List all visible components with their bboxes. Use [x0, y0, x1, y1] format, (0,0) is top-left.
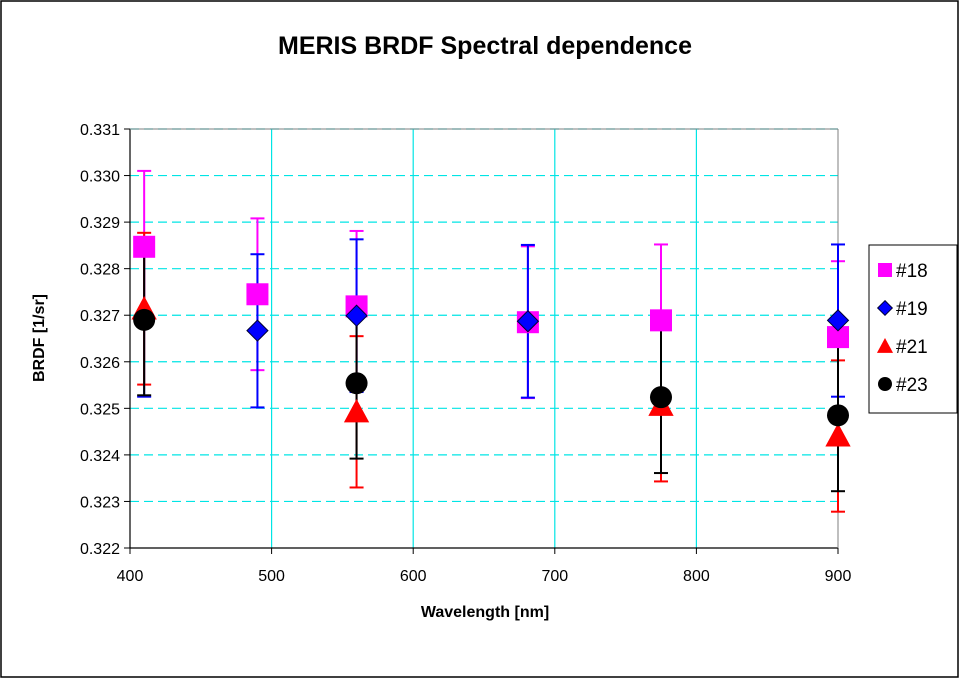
- x-axis-label: Wavelength [nm]: [421, 604, 549, 621]
- plot-background: [130, 129, 838, 548]
- y-tick-label: 0.324: [80, 448, 120, 465]
- legend-label: #19: [896, 299, 928, 320]
- data-point: [827, 326, 849, 349]
- y-tick-label: 0.323: [80, 494, 120, 511]
- y-axis-ticks: 0.322 0.323 0.324 0.325 0.326 0.327 0.328 0.329…: [80, 122, 130, 558]
- data-point: [345, 372, 368, 395]
- plot-area: [129, 128, 851, 549]
- data-point: [516, 310, 540, 333]
- y-axis-label: BRDF [1/sr]: [31, 294, 48, 382]
- series-3-points: [133, 308, 849, 427]
- x-tick-label: 500: [258, 568, 285, 585]
- x-tick-label: 400: [117, 568, 144, 585]
- data-point: [825, 423, 851, 447]
- legend-label: #18: [896, 261, 928, 282]
- x-tick-label: 900: [825, 568, 852, 585]
- y-tick-label: 0.326: [80, 355, 120, 372]
- legend-marker: [876, 337, 894, 353]
- y-tick-label: 0.325: [80, 401, 120, 418]
- y-tick-label: 0.322: [80, 541, 120, 558]
- data-point: [133, 235, 156, 258]
- y-tick-label: 0.330: [80, 169, 120, 186]
- data-point: [246, 283, 269, 306]
- y-tick-label: 0.327: [80, 308, 120, 325]
- data-point: [343, 398, 370, 423]
- legend-label: #21: [896, 337, 928, 358]
- legend-marker: [878, 377, 892, 391]
- x-tick-label: 700: [541, 568, 568, 585]
- y-tick-label: 0.329: [80, 215, 120, 232]
- data-point: [650, 386, 672, 409]
- y-tick-label: 0.331: [80, 122, 120, 139]
- x-tick-label: 800: [683, 568, 710, 585]
- x-tick-label: 600: [400, 568, 427, 585]
- data-point: [827, 404, 849, 427]
- data-point: [345, 304, 368, 327]
- x-axis-ticks: 400 500 600 700 800 900: [117, 548, 852, 585]
- y-tick-label: 0.328: [80, 262, 120, 279]
- legend: #18 #19 #21 #23: [868, 244, 958, 414]
- data-point: [133, 308, 156, 331]
- data-point: [650, 309, 672, 332]
- data-point: [826, 309, 850, 332]
- legend-marker: [878, 263, 892, 277]
- chart-title: MERIS BRDF Spectral dependence: [278, 32, 692, 60]
- legend-label: #23: [896, 375, 928, 396]
- legend-marker: [876, 299, 894, 317]
- data-point: [246, 319, 269, 342]
